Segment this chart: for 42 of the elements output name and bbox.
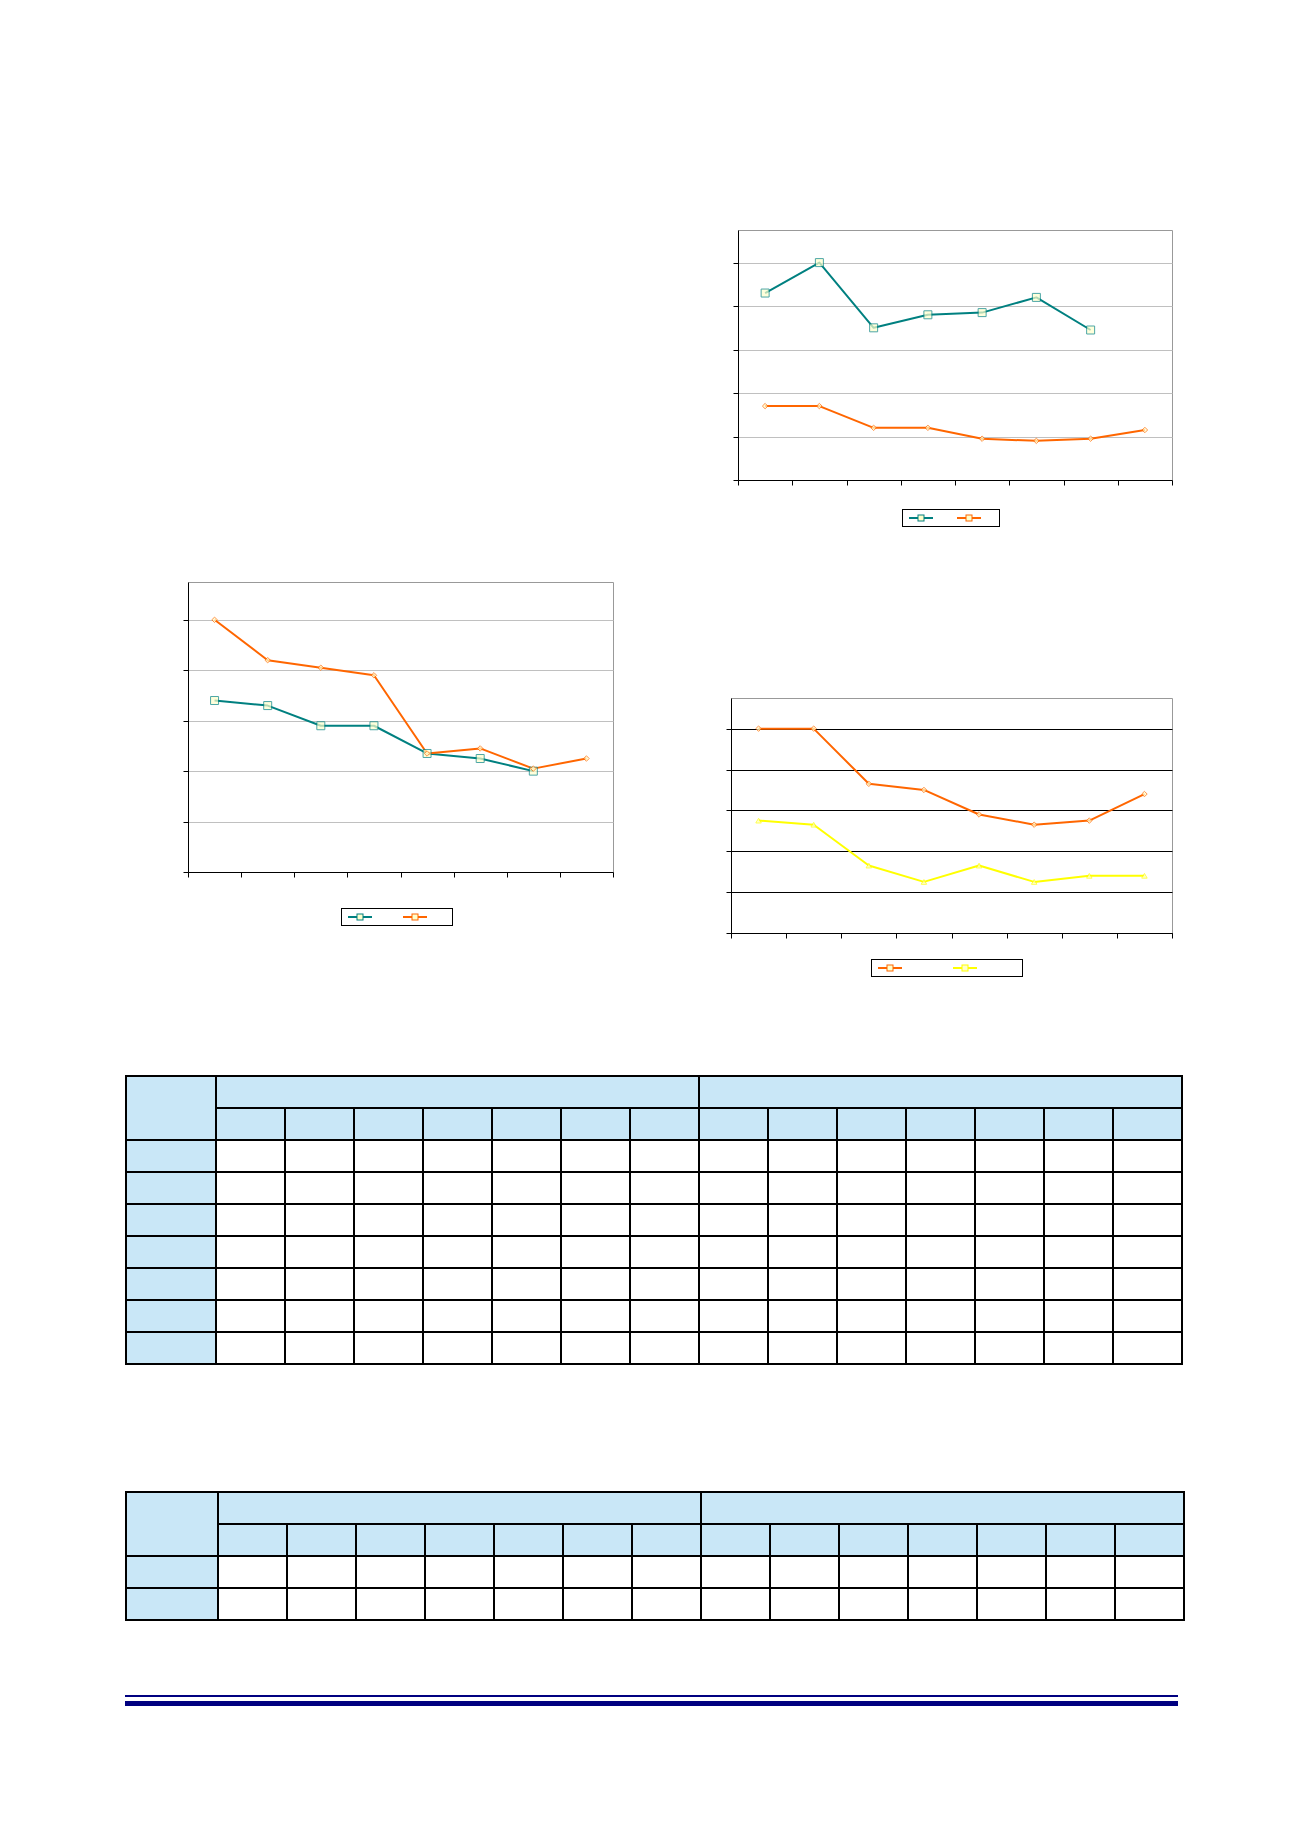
point	[977, 308, 987, 318]
point	[975, 862, 983, 869]
point	[370, 672, 378, 679]
point	[264, 656, 271, 664]
point	[369, 721, 379, 731]
point	[865, 862, 873, 869]
point	[869, 323, 879, 333]
point	[816, 402, 823, 410]
point	[1086, 872, 1093, 879]
point	[810, 821, 817, 828]
point	[583, 755, 590, 762]
point	[920, 786, 928, 794]
point	[210, 696, 220, 706]
point	[761, 402, 769, 410]
point	[923, 310, 933, 320]
point	[920, 879, 928, 885]
point	[924, 424, 932, 432]
point	[1087, 435, 1094, 442]
point	[475, 754, 485, 764]
point	[755, 725, 762, 732]
point	[316, 721, 326, 731]
point	[865, 780, 873, 788]
point	[1141, 790, 1148, 798]
point	[810, 725, 817, 732]
point	[1086, 325, 1096, 335]
point	[978, 435, 986, 442]
point	[530, 765, 537, 772]
point	[1141, 426, 1149, 434]
point	[211, 616, 218, 624]
point	[760, 288, 770, 298]
point	[755, 817, 762, 824]
point	[1031, 292, 1041, 302]
point	[975, 811, 983, 818]
point	[1086, 817, 1093, 824]
point	[476, 745, 484, 752]
point	[870, 424, 877, 432]
point	[1141, 872, 1148, 879]
point	[1033, 437, 1040, 445]
point	[263, 701, 273, 711]
point	[814, 258, 824, 268]
point	[1030, 879, 1038, 885]
point	[1030, 821, 1038, 828]
